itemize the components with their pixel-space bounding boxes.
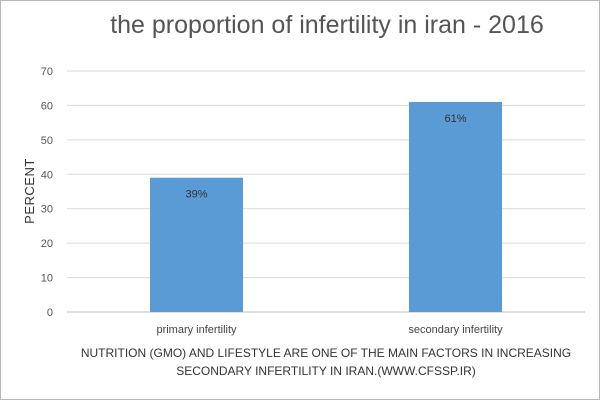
caption-line-2: SECONDARY INFERTILITY IN IRAN.(WWW.CFSSP… [176, 364, 476, 378]
bar-1 [150, 177, 243, 312]
bars [150, 101, 502, 312]
y-tick-label: 40 [41, 169, 53, 181]
y-tick-label: 0 [47, 307, 53, 319]
gridlines [67, 70, 585, 313]
data-label-1: 39% [185, 189, 207, 201]
data-labels: 39% 61% [185, 113, 466, 201]
y-axis-ticks: 0 10 20 30 40 50 60 70 [41, 66, 53, 319]
x-axis-categories: primary infertility secondary infertility [156, 324, 503, 336]
y-tick-label: 10 [41, 273, 53, 285]
y-tick-label: 50 [41, 135, 53, 147]
y-tick-label: 60 [41, 100, 53, 112]
caption-line-1: NUTRITION (GMO) AND LIFESTYLE ARE ONE OF… [81, 346, 571, 360]
category-label-2: secondary infertility [408, 324, 503, 336]
y-tick-label: 70 [41, 66, 53, 78]
y-axis-label: PERCENT [22, 158, 37, 224]
y-tick-label: 30 [41, 204, 53, 216]
bar-2 [409, 101, 502, 312]
category-label-1: primary infertility [156, 324, 237, 336]
data-label-2: 61% [444, 113, 466, 125]
chart-title: the proportion of infertility in iran - … [110, 11, 544, 39]
y-tick-label: 20 [41, 238, 53, 250]
